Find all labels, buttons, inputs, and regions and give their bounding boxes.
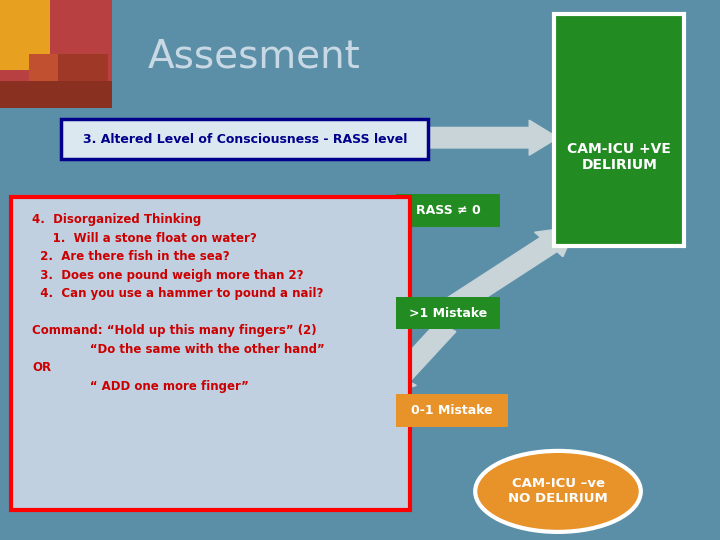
Text: Assesment: Assesment <box>148 38 360 76</box>
FancyBboxPatch shape <box>396 394 508 427</box>
FancyBboxPatch shape <box>396 194 500 227</box>
FancyBboxPatch shape <box>61 119 428 159</box>
Text: CAM-ICU +VE
DELIRIUM: CAM-ICU +VE DELIRIUM <box>567 141 671 172</box>
Bar <box>58 54 108 97</box>
Text: CAM-ICU –ve
NO DELIRIUM: CAM-ICU –ve NO DELIRIUM <box>508 477 608 505</box>
Bar <box>29 54 72 108</box>
Text: 4.  Disorganized Thinking
     1.  Will a stone float on water?
  2.  Are there : 4. Disorganized Thinking 1. Will a stone… <box>32 213 325 393</box>
Text: RASS ≠ 0: RASS ≠ 0 <box>416 204 480 217</box>
Polygon shape <box>382 322 456 397</box>
Bar <box>0 81 112 108</box>
Text: 0-1 Mistake: 0-1 Mistake <box>411 404 492 417</box>
Text: >1 Mistake: >1 Mistake <box>409 307 487 320</box>
Text: 3. Altered Level of Consciousness - RASS level: 3. Altered Level of Consciousness - RASS… <box>83 132 407 146</box>
FancyBboxPatch shape <box>396 297 500 329</box>
Bar <box>0 0 112 108</box>
FancyBboxPatch shape <box>554 14 684 246</box>
Ellipse shape <box>475 451 641 532</box>
Bar <box>0 0 50 70</box>
Polygon shape <box>425 120 558 156</box>
Polygon shape <box>435 227 576 320</box>
FancyBboxPatch shape <box>11 197 410 510</box>
